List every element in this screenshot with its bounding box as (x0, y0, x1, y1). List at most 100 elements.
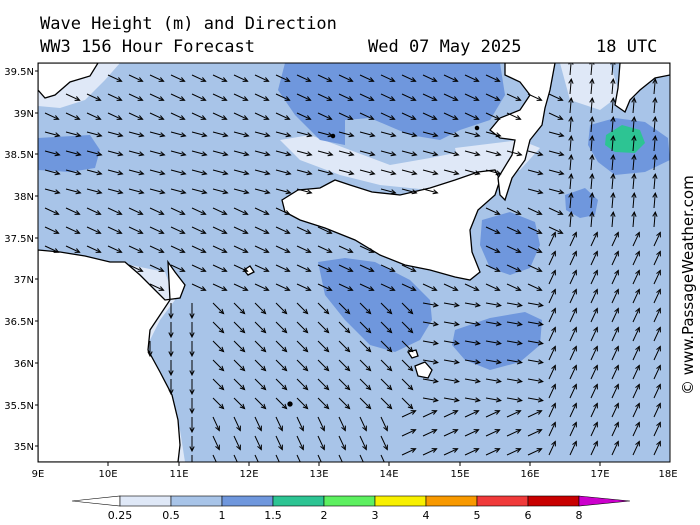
direction-arrow (548, 365, 556, 380)
direction-arrow (254, 93, 269, 101)
direction-arrow (275, 74, 290, 82)
direction-arrow (275, 264, 290, 272)
direction-arrow (212, 302, 224, 314)
direction-arrowhead (389, 267, 396, 272)
direction-arrow (569, 98, 572, 114)
direction-arrowhead (95, 115, 102, 120)
direction-arrow (44, 112, 59, 120)
direction-arrowhead (572, 345, 577, 352)
direction-arrow (590, 174, 593, 190)
direction-arrowhead (326, 248, 333, 253)
direction-arrowhead (299, 444, 304, 451)
direction-arrow (212, 226, 227, 234)
direction-arrowhead (614, 364, 619, 371)
direction-arrow (548, 270, 556, 285)
direction-arrowhead (323, 346, 330, 353)
direction-arrow (380, 283, 395, 291)
direction-arrowhead (495, 359, 502, 365)
direction-arrow (401, 340, 413, 352)
direction-arrowhead (168, 370, 174, 377)
direction-arrowhead (631, 96, 637, 103)
colorbar-segment (425, 495, 478, 507)
direction-arrowhead (239, 384, 246, 391)
colorbar-low-end (71, 495, 121, 507)
direction-arrow (506, 302, 522, 307)
direction-arrowhead (264, 189, 271, 195)
direction-arrow (611, 346, 619, 361)
direction-arrowhead (201, 189, 208, 195)
direction-arrow (401, 410, 416, 418)
direction-arrowhead (242, 210, 249, 215)
direction-arrowhead (168, 389, 174, 396)
direction-arrow (296, 226, 311, 234)
direction-arrow (485, 93, 500, 101)
direction-arrow (296, 340, 308, 352)
direction-arrow (401, 150, 417, 156)
direction-arrowhead (237, 464, 241, 469)
direction-arrow (569, 403, 577, 418)
direction-arrow (611, 174, 614, 190)
direction-arrowhead (218, 308, 225, 315)
direction-arrowhead (558, 170, 565, 176)
direction-arrowhead (516, 378, 523, 384)
direction-arrowhead (652, 115, 658, 122)
direction-arrowhead (179, 248, 186, 253)
direction-arrowhead (281, 384, 288, 391)
direction-arrowhead (365, 384, 372, 391)
direction-arrow (506, 93, 521, 101)
colorbar-tick-label: 0.5 (162, 509, 180, 522)
direction-arrow (485, 264, 500, 272)
direction-arrow (317, 435, 325, 450)
direction-arrowhead (593, 288, 598, 295)
direction-arrowhead (614, 383, 619, 390)
direction-arrowhead (348, 170, 355, 176)
direction-arrow (128, 169, 144, 175)
direction-arrow (527, 283, 542, 291)
direction-arrowhead (263, 96, 270, 101)
direction-arrowhead (201, 151, 208, 157)
direction-arrow (212, 378, 224, 390)
direction-arrowhead (200, 267, 207, 272)
direction-arrowhead (431, 448, 438, 453)
direction-arrow (275, 416, 283, 431)
direction-arrowhead (635, 326, 640, 333)
direction-arrowhead (348, 132, 355, 138)
direction-arrowhead (222, 151, 229, 157)
direction-arrow (149, 74, 164, 82)
direction-arrowhead (344, 365, 351, 372)
direction-arrowhead (558, 132, 565, 138)
direction-arrowhead (635, 269, 640, 276)
direction-arrowhead (390, 151, 397, 157)
direction-arrow (128, 93, 143, 101)
direction-arrow (107, 245, 122, 253)
direction-arrowhead (365, 365, 372, 372)
direction-arrowhead (302, 403, 309, 410)
direction-arrow (485, 410, 500, 418)
direction-arrowhead (189, 370, 195, 377)
direction-arrow (254, 302, 266, 314)
direction-arrowhead (200, 115, 207, 120)
direction-arrow (422, 131, 438, 137)
direction-arrowhead (551, 231, 556, 238)
direction-arrowhead (279, 464, 283, 469)
direction-arrowhead (341, 444, 346, 451)
direction-arrowhead (551, 269, 556, 276)
direction-arrowhead (411, 170, 418, 176)
direction-arrow (107, 93, 122, 101)
direction-arrow (632, 270, 640, 285)
direction-arrow (254, 112, 269, 120)
direction-arrow (590, 346, 598, 361)
direction-arrowhead (631, 172, 637, 179)
direction-arrow (527, 378, 543, 383)
colorbar-tick-label: 3 (372, 509, 379, 522)
direction-arrow (548, 93, 563, 101)
direction-arrow (401, 169, 417, 175)
direction-arrowhead (516, 340, 523, 346)
direction-arrow (527, 397, 543, 402)
direction-arrow (233, 93, 248, 101)
direction-arrowhead (306, 170, 313, 176)
direction-arrow (338, 302, 350, 314)
direction-arrowhead (257, 425, 262, 432)
direction-arrowhead (453, 340, 460, 346)
direction-arrowhead (369, 170, 376, 176)
